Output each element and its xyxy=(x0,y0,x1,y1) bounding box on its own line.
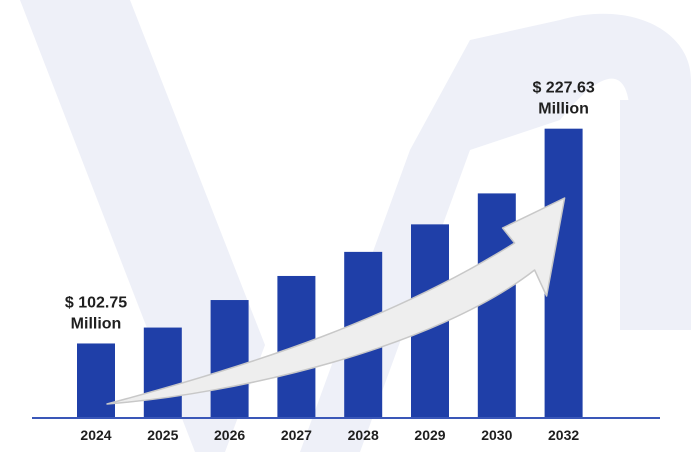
bar-2024 xyxy=(77,343,115,417)
data-label-value: $ 102.75 xyxy=(65,294,127,311)
x-tick-label: 2030 xyxy=(481,427,512,443)
trend-arrow xyxy=(106,197,566,405)
x-tick-label: 2026 xyxy=(214,427,245,443)
bar-2026 xyxy=(210,300,249,417)
x-tick-label: 2025 xyxy=(147,427,178,443)
x-tick-label: 2032 xyxy=(548,427,579,443)
x-tick-label: 2027 xyxy=(281,427,312,443)
data-label-unit: Million xyxy=(71,315,122,332)
x-tick-label: 2029 xyxy=(414,427,445,443)
x-tick-labels: 2024 2025 2026 2027 2028 2029 2030 2032 xyxy=(80,427,579,443)
data-label-value: $ 227.63 xyxy=(532,80,594,97)
x-tick-label: 2028 xyxy=(348,427,379,443)
trend-arrow-shape xyxy=(106,197,566,405)
data-labels: $ 102.75 Million $ 227.63 Million xyxy=(65,80,595,333)
bar-2025 xyxy=(143,327,182,417)
data-label-unit: Million xyxy=(538,101,589,118)
x-tick-label: 2024 xyxy=(80,427,111,443)
